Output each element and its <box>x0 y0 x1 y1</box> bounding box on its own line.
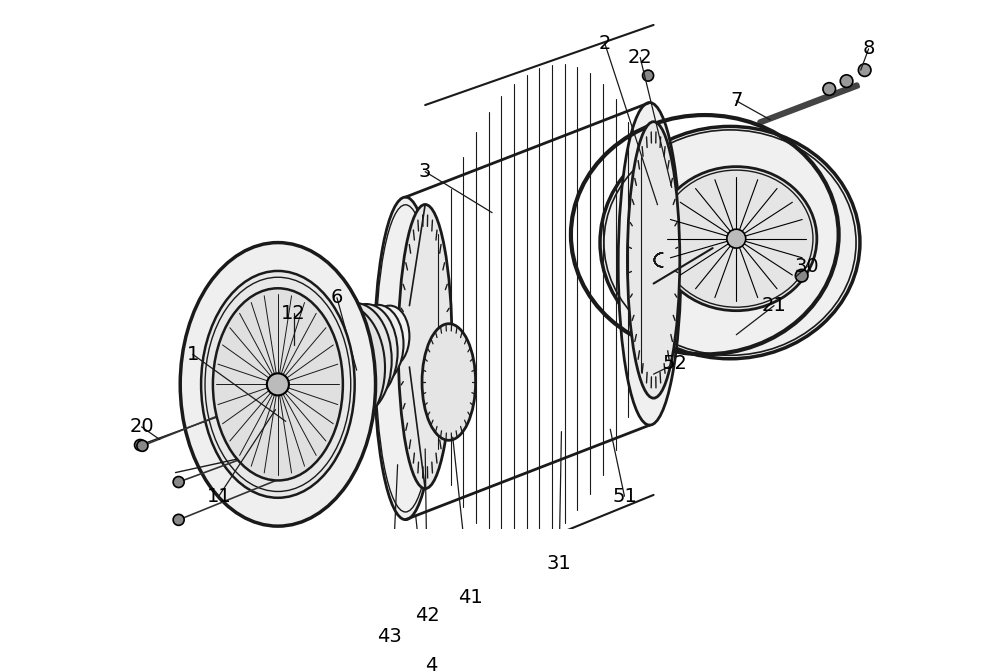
Text: 51: 51 <box>612 487 637 506</box>
Circle shape <box>135 439 146 450</box>
Ellipse shape <box>370 306 409 367</box>
Ellipse shape <box>201 271 355 498</box>
Ellipse shape <box>308 368 330 401</box>
Circle shape <box>173 476 184 488</box>
Circle shape <box>643 70 654 81</box>
Ellipse shape <box>231 427 253 460</box>
Circle shape <box>267 374 289 395</box>
Text: 11: 11 <box>206 487 231 506</box>
Ellipse shape <box>317 303 392 417</box>
Ellipse shape <box>229 310 252 343</box>
Text: 31: 31 <box>547 554 571 573</box>
Circle shape <box>795 269 808 282</box>
Circle shape <box>137 440 148 452</box>
Ellipse shape <box>180 243 376 526</box>
Text: 30: 30 <box>795 257 819 276</box>
Ellipse shape <box>304 310 326 343</box>
Ellipse shape <box>398 204 452 489</box>
Ellipse shape <box>213 288 343 480</box>
Ellipse shape <box>600 126 860 359</box>
Circle shape <box>823 83 836 95</box>
Text: 1: 1 <box>187 345 199 364</box>
Text: 52: 52 <box>662 354 687 374</box>
Circle shape <box>840 75 853 87</box>
Ellipse shape <box>374 197 437 519</box>
Text: 6: 6 <box>331 288 343 307</box>
Text: 12: 12 <box>281 304 306 323</box>
Ellipse shape <box>618 103 681 425</box>
Text: 41: 41 <box>458 587 482 607</box>
Ellipse shape <box>226 368 248 401</box>
Text: 20: 20 <box>129 417 154 436</box>
Circle shape <box>173 514 184 526</box>
Text: 21: 21 <box>762 296 786 315</box>
Ellipse shape <box>300 304 385 431</box>
Text: 8: 8 <box>862 40 875 58</box>
Text: 43: 43 <box>377 627 402 646</box>
Ellipse shape <box>352 305 404 384</box>
Text: 42: 42 <box>415 606 440 626</box>
Ellipse shape <box>302 427 324 460</box>
Text: 22: 22 <box>628 48 653 67</box>
Text: 4: 4 <box>425 656 438 672</box>
Ellipse shape <box>335 304 398 400</box>
Text: 2: 2 <box>599 34 611 53</box>
Circle shape <box>727 229 746 248</box>
Ellipse shape <box>656 167 817 310</box>
Ellipse shape <box>422 324 476 440</box>
Ellipse shape <box>627 122 680 398</box>
Text: 3: 3 <box>419 162 431 181</box>
Text: 7: 7 <box>730 91 742 110</box>
Circle shape <box>858 64 871 77</box>
